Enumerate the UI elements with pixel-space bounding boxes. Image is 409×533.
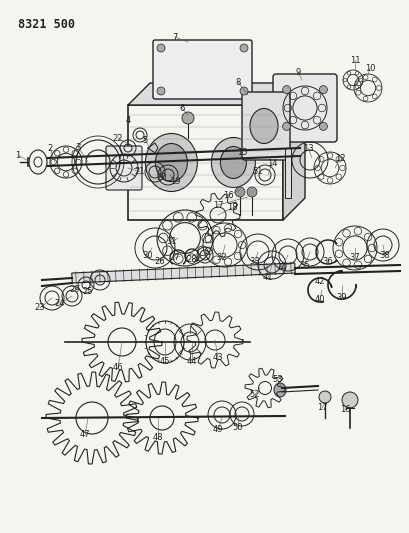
Text: 11: 11 xyxy=(349,55,360,64)
Circle shape xyxy=(319,86,326,94)
Text: 25: 25 xyxy=(83,287,93,296)
Text: 40: 40 xyxy=(314,295,324,304)
Text: 48: 48 xyxy=(152,433,163,442)
Ellipse shape xyxy=(220,147,246,179)
Circle shape xyxy=(239,44,247,52)
Text: 19: 19 xyxy=(169,177,180,187)
Text: 14: 14 xyxy=(266,158,276,167)
Text: 38: 38 xyxy=(379,251,389,260)
Text: 13: 13 xyxy=(302,143,312,152)
Text: 1: 1 xyxy=(16,150,20,159)
Circle shape xyxy=(234,187,245,197)
Text: 7: 7 xyxy=(172,33,177,42)
Ellipse shape xyxy=(155,143,187,182)
Circle shape xyxy=(157,87,164,95)
FancyBboxPatch shape xyxy=(272,74,336,142)
Text: 5: 5 xyxy=(142,135,147,144)
Polygon shape xyxy=(282,83,304,220)
Text: 22: 22 xyxy=(112,133,123,142)
Text: 53: 53 xyxy=(272,376,283,384)
Circle shape xyxy=(246,187,256,197)
Text: 42: 42 xyxy=(314,278,324,287)
Text: 15: 15 xyxy=(236,148,247,157)
Text: 51: 51 xyxy=(252,167,263,176)
Text: 41: 41 xyxy=(262,273,272,282)
Text: 16: 16 xyxy=(339,406,349,415)
Bar xyxy=(284,148,290,198)
Text: 26: 26 xyxy=(154,257,165,266)
Bar xyxy=(128,105,282,220)
Text: 6: 6 xyxy=(179,103,184,112)
Text: 31: 31 xyxy=(166,238,177,246)
Text: 24: 24 xyxy=(55,300,65,309)
Text: 52: 52 xyxy=(249,391,260,400)
Circle shape xyxy=(282,123,290,131)
Ellipse shape xyxy=(145,133,197,191)
Text: 4: 4 xyxy=(125,116,130,125)
Circle shape xyxy=(341,392,357,408)
FancyBboxPatch shape xyxy=(106,146,142,190)
Ellipse shape xyxy=(273,383,285,397)
Text: 47: 47 xyxy=(79,431,90,440)
Text: 49: 49 xyxy=(212,425,223,434)
Text: 37: 37 xyxy=(349,254,360,262)
Circle shape xyxy=(319,123,326,131)
Circle shape xyxy=(157,44,164,52)
Text: 35: 35 xyxy=(299,261,310,270)
Text: 12: 12 xyxy=(334,154,344,163)
Circle shape xyxy=(239,87,247,95)
FancyBboxPatch shape xyxy=(241,92,289,160)
Polygon shape xyxy=(72,263,294,283)
Text: 45: 45 xyxy=(160,358,170,367)
Text: 17: 17 xyxy=(316,403,326,413)
Text: 32: 32 xyxy=(216,254,227,262)
Text: 21: 21 xyxy=(135,167,145,176)
Polygon shape xyxy=(128,83,304,105)
Circle shape xyxy=(282,86,290,94)
Text: 16: 16 xyxy=(222,190,233,199)
Ellipse shape xyxy=(249,109,277,143)
Text: 8: 8 xyxy=(235,77,240,86)
Text: 46: 46 xyxy=(112,364,123,373)
Text: 8321 500: 8321 500 xyxy=(18,18,75,31)
Text: 30: 30 xyxy=(142,251,153,260)
Text: 18: 18 xyxy=(226,204,237,213)
Circle shape xyxy=(182,112,193,124)
Text: 27: 27 xyxy=(169,254,180,262)
Text: 39: 39 xyxy=(336,294,346,303)
Circle shape xyxy=(318,391,330,403)
Text: 9: 9 xyxy=(294,68,300,77)
Text: 17: 17 xyxy=(212,200,223,209)
Text: 34: 34 xyxy=(276,263,287,272)
Text: 36: 36 xyxy=(322,257,333,266)
Text: 29: 29 xyxy=(70,286,80,295)
Text: 20: 20 xyxy=(156,174,167,182)
Text: 43: 43 xyxy=(212,353,223,362)
Text: 50: 50 xyxy=(232,424,243,432)
Text: 3: 3 xyxy=(75,142,81,151)
Text: 33: 33 xyxy=(249,257,260,266)
Text: 10: 10 xyxy=(364,63,374,72)
Text: 2: 2 xyxy=(47,143,52,152)
Text: 28: 28 xyxy=(186,255,197,264)
Text: 44: 44 xyxy=(186,358,197,367)
Ellipse shape xyxy=(211,138,255,188)
FancyBboxPatch shape xyxy=(153,40,252,99)
Text: 23: 23 xyxy=(35,303,45,312)
